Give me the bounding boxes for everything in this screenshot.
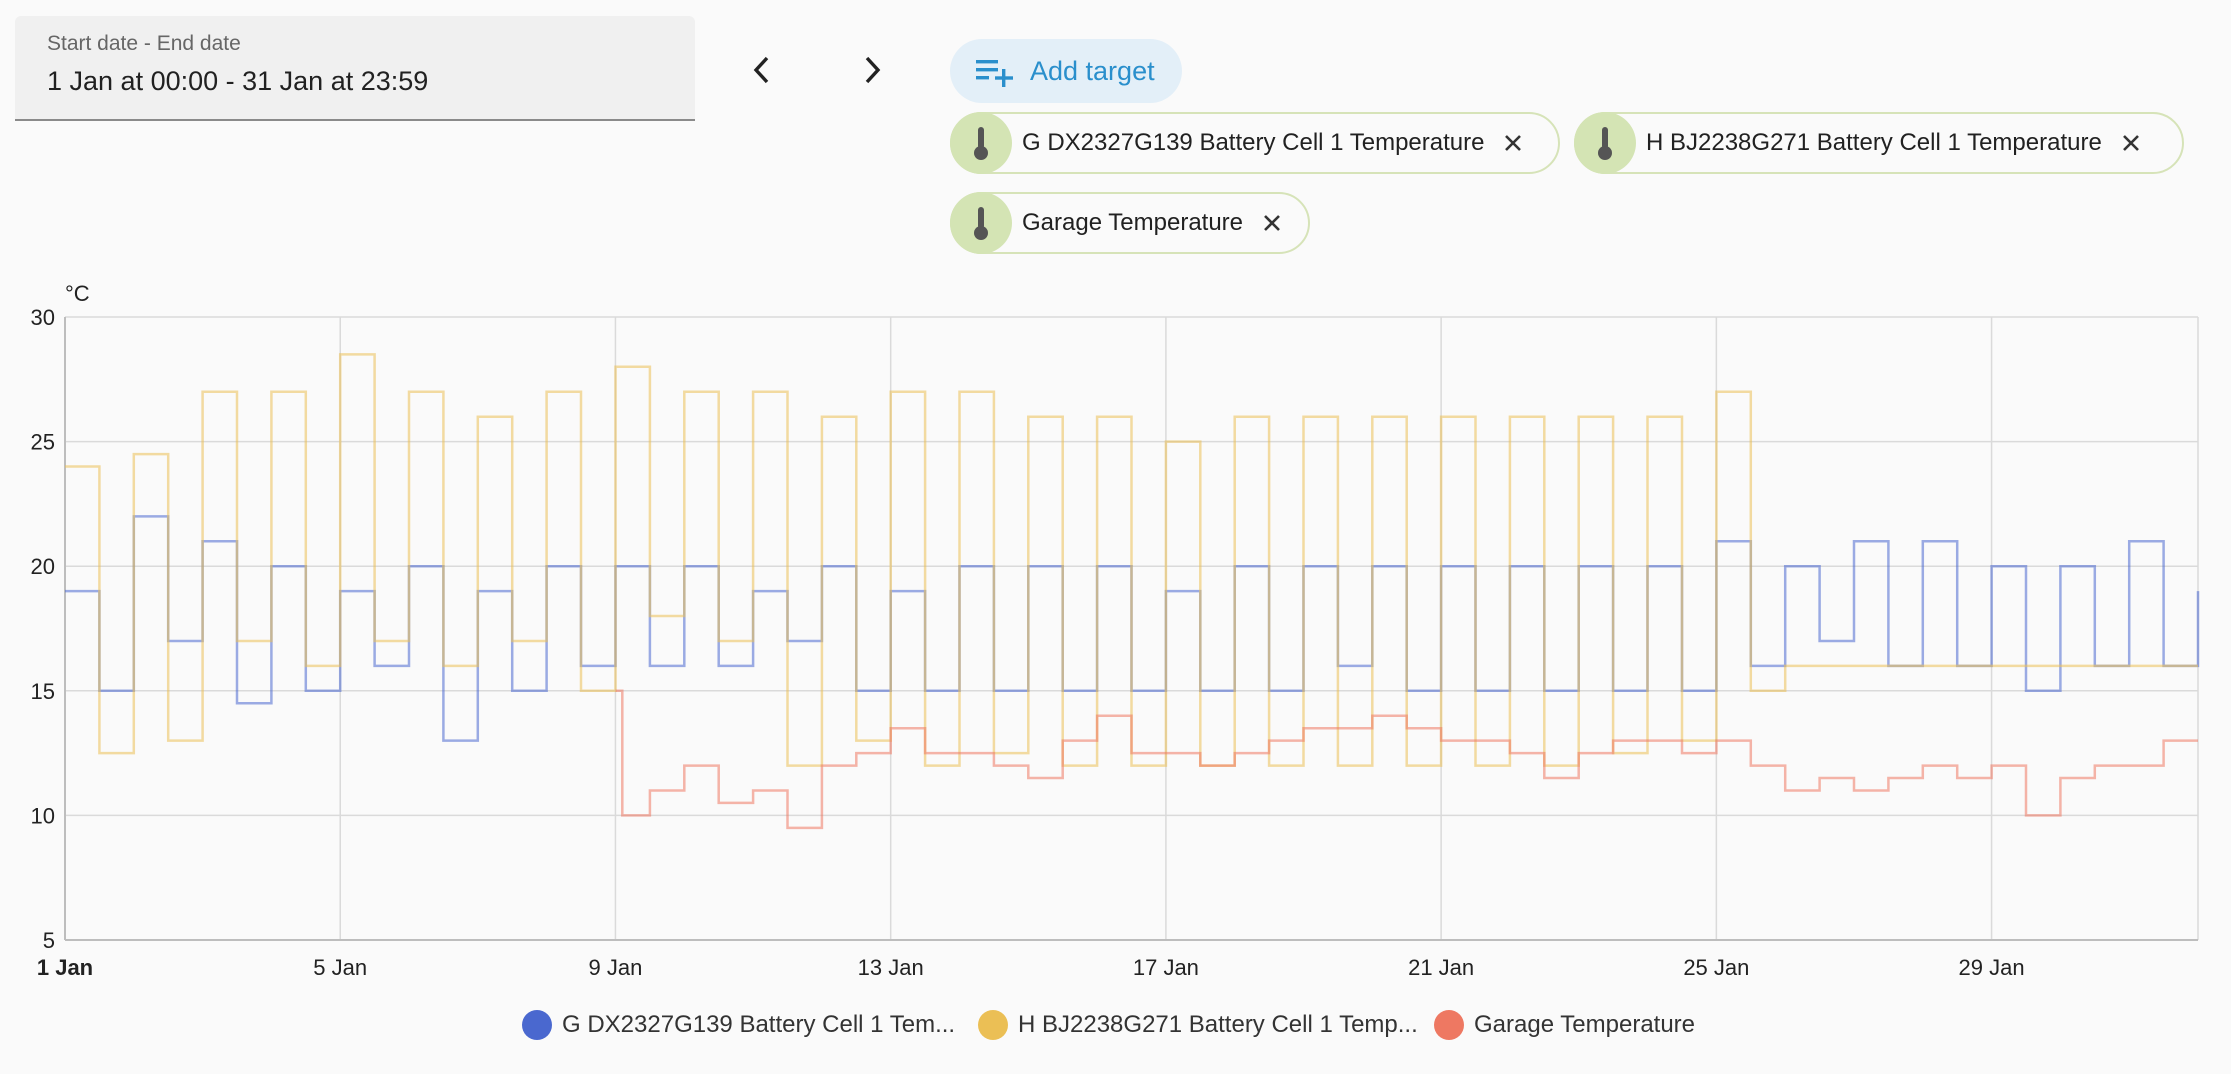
history-chart[interactable]: 5 10 15 20 25 30 1 Jan 5 Jan 9 Jan 13 Jan 17 Jan 21… [0, 270, 2231, 990]
next-period-button[interactable] [848, 46, 896, 94]
add-target-button[interactable]: Add target [950, 39, 1182, 103]
thermometer-icon [950, 112, 1012, 174]
add-target-label: Add target [1030, 55, 1155, 86]
legend-item[interactable]: Garage Temperature [1434, 1010, 1695, 1040]
y-tick-label: 15 [31, 679, 55, 704]
x-tick-label: 5 Jan [313, 955, 367, 980]
close-icon[interactable] [1261, 212, 1283, 234]
chart-axes: 5 10 15 20 25 30 1 Jan 5 Jan 9 Jan 13 Jan 17 Jan 21… [31, 281, 2198, 980]
x-tick-label: 17 Jan [1133, 955, 1199, 980]
thermometer-icon [950, 192, 1012, 254]
legend-label: H BJ2238G271 Battery Cell 1 Temp... [1018, 1011, 1418, 1038]
date-range-value: 1 Jan at 00:00 - 31 Jan at 23:59 [47, 66, 429, 96]
legend-item[interactable]: G DX2327G139 Battery Cell 1 Tem... [522, 1010, 955, 1040]
target-chip-label: Garage Temperature [1022, 209, 1244, 236]
series-line-1 [65, 353, 2198, 767]
y-unit-label: °C [65, 281, 90, 306]
x-tick-label: 21 Jan [1408, 955, 1474, 980]
target-chip-label: G DX2327G139 Battery Cell 1 Temperature [1022, 129, 1485, 156]
legend-item[interactable]: H BJ2238G271 Battery Cell 1 Temp... [978, 1010, 1418, 1040]
x-tick-label: 29 Jan [1959, 955, 2025, 980]
close-icon[interactable] [1502, 132, 1524, 154]
y-tick-label: 5 [43, 928, 55, 953]
target-chip[interactable]: Garage Temperature [950, 192, 1310, 254]
date-range-picker[interactable]: Start date - End date 1 Jan at 00:00 - 3… [15, 16, 695, 121]
legend-swatch [1434, 1010, 1464, 1040]
chevron-left-icon [753, 56, 769, 84]
previous-period-button[interactable] [738, 46, 786, 94]
y-tick-label: 30 [31, 305, 55, 330]
legend-swatch [522, 1010, 552, 1040]
legend-swatch [978, 1010, 1008, 1040]
y-tick-label: 20 [31, 554, 55, 579]
x-tick-label: 1 Jan [37, 955, 93, 980]
target-chip-label: H BJ2238G271 Battery Cell 1 Temperature [1646, 129, 2102, 156]
x-tick-label: 9 Jan [589, 955, 643, 980]
close-icon[interactable] [2120, 132, 2142, 154]
y-tick-label: 25 [31, 430, 55, 455]
series-line-2 [615, 689, 2198, 830]
y-tick-label: 10 [31, 803, 55, 828]
target-chip[interactable]: G DX2327G139 Battery Cell 1 Temperature [950, 112, 1560, 174]
chevron-right-icon [865, 56, 881, 84]
x-tick-label: 25 Jan [1683, 955, 1749, 980]
date-range-label: Start date - End date [47, 32, 241, 55]
chart-series [65, 353, 2200, 830]
x-tick-label: 13 Jan [858, 955, 924, 980]
legend-label: Garage Temperature [1474, 1011, 1696, 1038]
target-chip[interactable]: H BJ2238G271 Battery Cell 1 Temperature [1574, 112, 2184, 174]
legend-label: G DX2327G139 Battery Cell 1 Tem... [562, 1011, 956, 1038]
thermometer-icon [1574, 112, 1636, 174]
playlist-plus-icon [976, 60, 1013, 87]
